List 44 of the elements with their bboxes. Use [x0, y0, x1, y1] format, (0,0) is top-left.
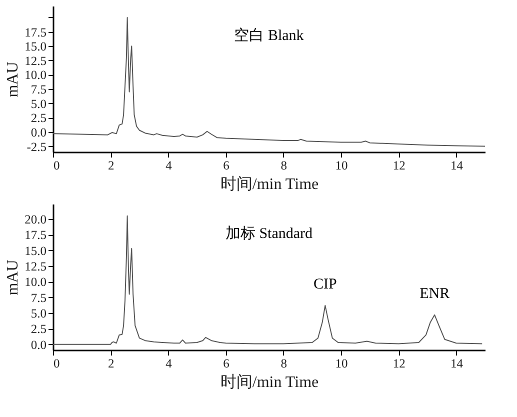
y-tick-label: 20.0: [24, 212, 46, 227]
y-tick-label: 2.5: [30, 322, 46, 336]
x-tick-label: 4: [166, 356, 173, 370]
y-tick-label: 0.0: [30, 125, 46, 140]
y-tick-label: 15.0: [24, 244, 46, 258]
x-tick-label: 2: [108, 356, 114, 370]
x-axis-title: 时间/min Time: [220, 175, 319, 193]
y-tick-label: 10.0: [24, 275, 46, 290]
y-tick-label: 12.5: [24, 54, 46, 68]
x-tick-label: 12: [392, 356, 406, 370]
x-tick-label: 12: [392, 158, 406, 172]
y-tick-label: 10.0: [24, 68, 46, 82]
x-tick-label: 0: [54, 158, 60, 172]
x-tick-label: 6: [223, 158, 230, 172]
x-tick-label: 8: [280, 158, 288, 172]
x-tick-label: 4: [166, 158, 173, 172]
annotation: ENR: [420, 286, 450, 302]
y-tick-label: 17.5: [24, 25, 46, 40]
y-tick-label: 7.5: [30, 82, 46, 97]
line-series: [52, 215, 483, 345]
y-tick-label: -2.5: [26, 140, 46, 154]
y-axis-title: mAU: [4, 259, 22, 296]
annotation: 空白 Blank: [234, 27, 304, 44]
y-tick-label: 15.0: [24, 40, 46, 54]
y-tick-label: 12.5: [24, 260, 46, 274]
x-axis-title: 时间/min Time: [220, 373, 319, 391]
x-tick-label: 2: [108, 158, 114, 172]
annotation: 加标 Standard: [225, 225, 314, 242]
x-tick-label: 6: [223, 356, 230, 370]
y-tick-label: 17.5: [24, 228, 46, 242]
line-series: [52, 16, 486, 147]
y-tick-label: 5.0: [30, 96, 46, 111]
y-tick-label: 7.5: [30, 290, 46, 305]
y-tick-label: 0.0: [30, 338, 46, 352]
annotation: CIP: [313, 276, 337, 293]
y-axis-title: mAU: [4, 61, 22, 98]
x-tick-label: 14: [450, 158, 464, 172]
y-tick-label: 2.5: [30, 111, 46, 126]
x-tick-label: 14: [450, 356, 464, 370]
x-tick-label: 8: [280, 356, 288, 370]
x-tick-label: 10: [335, 356, 348, 370]
x-tick-label: 0: [54, 356, 60, 370]
x-tick-label: 10: [335, 158, 348, 172]
y-tick-label: 5.0: [30, 306, 46, 321]
